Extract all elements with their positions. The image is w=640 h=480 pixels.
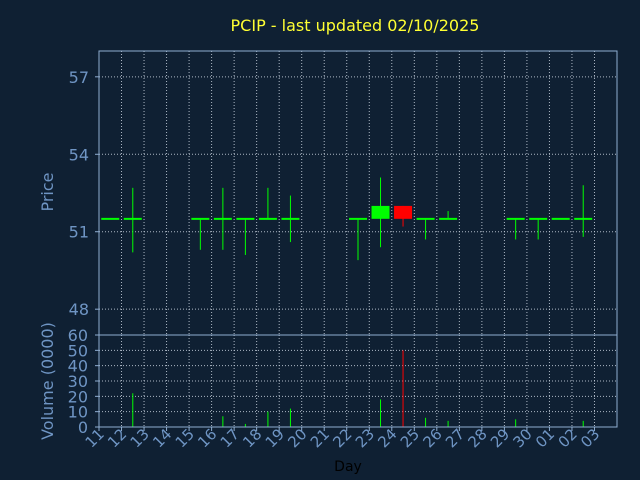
price-y-tick-label: 57 [69, 68, 89, 87]
volume-axis-label: Volume (0000) [38, 322, 57, 440]
candle-body [394, 205, 413, 219]
axes-frame [95, 50, 618, 431]
volume-y-tick-label: 40 [68, 357, 88, 376]
chart-title: PCIP - last updated 02/10/2025 [231, 16, 480, 35]
candles [101, 177, 593, 261]
grid-layer [99, 51, 617, 427]
volume-y-tick-label: 10 [68, 403, 88, 422]
volume-y-tick-label: 30 [68, 372, 88, 391]
volume-y-tick-label: 60 [68, 326, 88, 345]
volume-bars [132, 350, 584, 427]
volume-y-tick-label: 50 [68, 341, 88, 360]
volume-y-tick-label: 20 [68, 387, 88, 406]
candle-body [371, 205, 390, 219]
volume-panel-frame [98, 334, 618, 428]
x-axis-label: Day [334, 459, 362, 475]
price-y-tick-label: 51 [69, 223, 89, 242]
price-y-tick-label: 54 [69, 145, 89, 164]
volume-y-tick-label: 0 [78, 418, 88, 437]
price-axis-label: Price [38, 172, 57, 211]
price-y-tick-label: 48 [69, 300, 89, 319]
